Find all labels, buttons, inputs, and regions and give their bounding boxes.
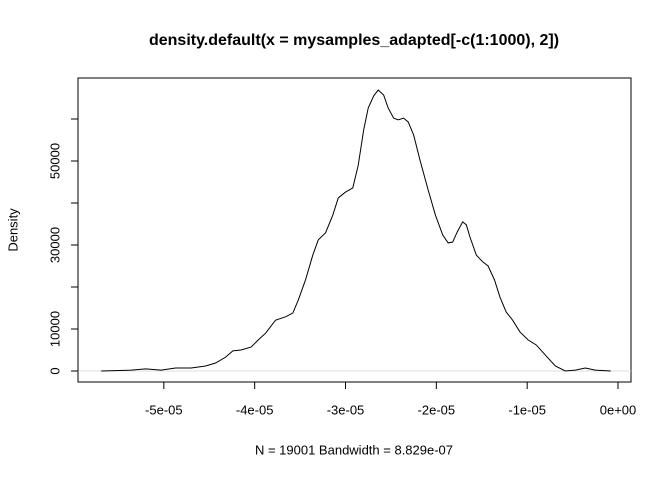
chart-title: density.default(x = mysamples_adapted[-c… — [149, 32, 559, 49]
x-tick-label: -4e-05 — [236, 402, 274, 417]
x-tick-label: -3e-05 — [327, 402, 365, 417]
y-tick-label: 50000 — [47, 143, 62, 179]
density-line — [101, 89, 611, 372]
y-axis-label: Density — [5, 208, 20, 252]
x-tick-label: -5e-05 — [145, 402, 183, 417]
x-tick-label: 0e+00 — [600, 402, 637, 417]
x-tick-label: -2e-05 — [418, 402, 456, 417]
x-axis-label: N = 19001 Bandwidth = 8.829e-07 — [255, 442, 453, 457]
y-tick-label: 10000 — [47, 311, 62, 347]
y-tick-label: 0 — [47, 367, 62, 374]
plot-box — [77, 77, 632, 383]
y-tick-label: 30000 — [47, 227, 62, 263]
x-tick-label: -1e-05 — [508, 402, 546, 417]
